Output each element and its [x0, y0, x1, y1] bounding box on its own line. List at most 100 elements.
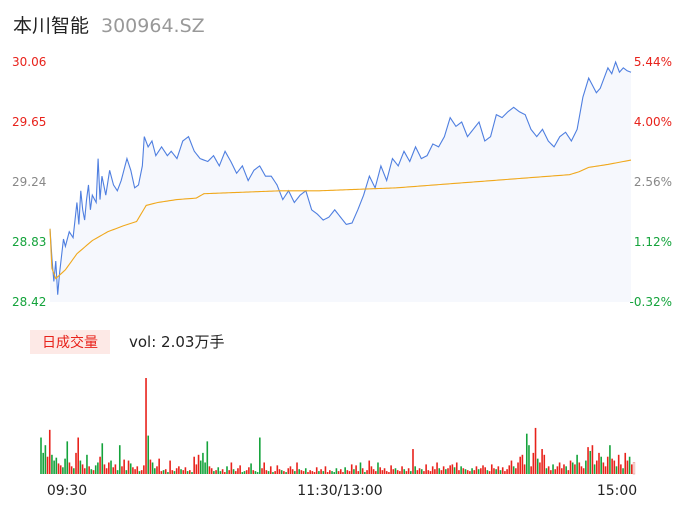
volume-bar: [241, 472, 244, 474]
volume-bar: [574, 464, 576, 474]
volume-bar: [210, 468, 213, 474]
volume-bar: [86, 454, 88, 474]
volume-bar: [101, 443, 104, 474]
volume-bar: [99, 456, 101, 474]
volume-bar: [311, 471, 314, 474]
volume-bar: [582, 468, 585, 474]
volume-bar: [186, 471, 189, 474]
percent-tick-label: -0.32%: [630, 295, 672, 309]
volume-bar: [501, 467, 504, 474]
volume-bar: [414, 466, 416, 474]
volume-bar: [427, 470, 430, 474]
volume-bar: [226, 466, 228, 474]
volume-bar: [473, 470, 476, 474]
volume-bar: [626, 460, 629, 474]
volume-bar: [364, 472, 366, 474]
volume-bar: [296, 462, 298, 474]
volume-bar: [162, 470, 165, 474]
volume-bar: [532, 452, 535, 474]
price-line: [49, 60, 632, 295]
volume-bar: [484, 467, 486, 474]
volume-bar: [515, 468, 517, 474]
volume-bar: [374, 471, 377, 474]
volume-bar: [83, 468, 86, 474]
volume-bar: [145, 378, 147, 474]
volume-bar: [567, 470, 570, 474]
volume-bar: [114, 464, 117, 474]
volume-bar: [434, 469, 436, 474]
volume-bar: [521, 454, 524, 474]
volume-bar: [46, 456, 49, 474]
volume-bar: [254, 471, 257, 474]
volume-bar: [199, 460, 202, 474]
volume-bar: [591, 445, 594, 474]
volume-bar: [127, 460, 130, 474]
volume-bar: [156, 466, 158, 474]
volume-bar: [412, 449, 414, 474]
volume-bar: [51, 454, 53, 474]
volume-bar: [410, 471, 412, 474]
volume-bar: [440, 470, 443, 474]
volume-bar: [497, 466, 500, 474]
volume-bar: [469, 471, 471, 474]
volume-bar: [178, 466, 180, 474]
volume-bar: [624, 452, 627, 474]
volume-bar: [536, 458, 539, 474]
volume-bar: [239, 465, 241, 474]
volume-bar: [289, 466, 292, 474]
volume-bar: [593, 464, 596, 474]
volume-bar: [528, 445, 530, 474]
volume-bar: [462, 468, 465, 474]
volume-bar: [243, 471, 246, 474]
volume-bar: [97, 462, 99, 474]
volume-bar: [519, 456, 522, 474]
volume-bar: [335, 468, 338, 474]
volume-bar: [280, 470, 283, 474]
volume-bar: [517, 462, 519, 474]
volume-bar: [217, 467, 220, 474]
volume-bar: [396, 470, 399, 474]
volume-bar: [112, 467, 115, 474]
volume-bar: [53, 460, 55, 474]
volume-bar: [202, 452, 204, 474]
volume-bar: [143, 465, 145, 474]
volume-bar: [245, 470, 248, 474]
volume-bar: [399, 471, 401, 474]
volume-bar: [48, 429, 51, 474]
volume-bar: [300, 470, 303, 474]
volume-bar: [480, 468, 482, 474]
volume-bar: [125, 470, 128, 474]
volume-bar: [552, 464, 554, 474]
volume-bar: [208, 466, 211, 474]
volume-bar: [175, 468, 178, 474]
volume-bar: [589, 450, 592, 474]
volume-bar: [250, 463, 252, 474]
volume-bar: [191, 472, 193, 474]
price-axis-labels: 30.06 29.65 29.24 28.83 28.42: [12, 55, 46, 309]
volume-bar: [269, 466, 272, 474]
volume-bar: [510, 460, 513, 474]
volume-bar: [600, 456, 602, 474]
volume-bar: [560, 468, 563, 474]
volume-bar: [530, 466, 532, 474]
volume-bar: [44, 445, 47, 474]
volume-bar: [322, 471, 325, 474]
volume-bar: [70, 466, 73, 474]
volume-bar: [309, 470, 311, 474]
percent-tick-label: 2.56%: [634, 175, 672, 189]
volume-bar: [460, 466, 462, 474]
volume-bar: [565, 466, 567, 474]
volume-bar: [381, 470, 384, 474]
volume-bar: [355, 465, 357, 474]
volume-bar: [331, 471, 333, 474]
volume-bar: [304, 468, 307, 474]
volume-bar: [477, 469, 480, 474]
price-panel: 30.06 29.65 29.24 28.83 28.42 5.44% 4.00% 2.56…: [12, 55, 672, 309]
volume-bar: [445, 469, 447, 474]
volume-bar: [401, 466, 403, 474]
volume-bar: [315, 467, 318, 474]
volume-bar: [407, 468, 410, 474]
volume-bar: [576, 454, 578, 474]
volume-bar: [302, 471, 305, 474]
volume-header: 日成交量 vol: 2.03万手: [30, 330, 224, 354]
